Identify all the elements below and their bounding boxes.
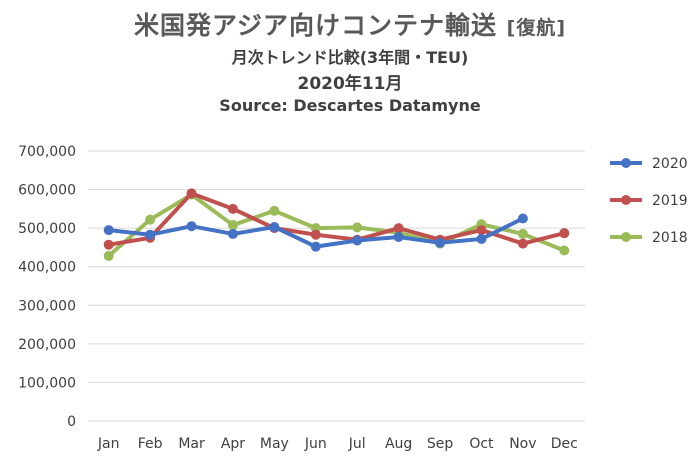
y-tick-label: 100,000 xyxy=(18,375,76,391)
data-point-2020 xyxy=(145,229,156,240)
data-point-2019 xyxy=(227,203,238,214)
data-point-2020 xyxy=(310,241,321,252)
y-axis-tick-labels: 0 100,000 200,000 300,000 400,000 500,000 600,… xyxy=(18,144,76,430)
data-point-2019 xyxy=(186,188,197,199)
chart-title: 米国発アジア向けコンテナ輸送 [復航] xyxy=(0,6,700,42)
data-point-2018 xyxy=(227,220,238,231)
chart-subtitle: 月次トレンド比較(3年間・TEU) xyxy=(231,48,469,67)
data-point-2018 xyxy=(559,245,570,256)
data-point-2020 xyxy=(269,221,280,232)
legend-label-2020: 2020 xyxy=(652,156,688,172)
legend-marker-2018 xyxy=(621,232,631,242)
chart-source: Source: Descartes Datamyne xyxy=(219,96,481,115)
legend-marker-2019 xyxy=(621,195,631,205)
data-point-2018 xyxy=(269,205,280,216)
data-point-2019 xyxy=(393,223,404,234)
legend: 2020 2019 2018 xyxy=(610,156,688,246)
x-tick-label: Nov xyxy=(509,436,536,452)
y-tick-label: 300,000 xyxy=(18,298,76,314)
data-point-2018 xyxy=(103,250,114,261)
data-point-2020 xyxy=(227,228,238,239)
data-point-2020 xyxy=(393,232,404,243)
data-point-2019 xyxy=(517,238,528,249)
y-tick-label: 0 xyxy=(67,414,76,430)
x-tick-label: Jun xyxy=(304,436,327,452)
data-point-2018 xyxy=(145,214,156,225)
data-point-2020 xyxy=(476,233,487,244)
y-tick-label: 200,000 xyxy=(18,337,76,353)
data-point-2019 xyxy=(476,225,487,236)
data-point-2020 xyxy=(103,225,114,236)
x-tick-label: May xyxy=(260,436,289,452)
y-tick-label: 700,000 xyxy=(18,144,76,160)
chart-title-suffix: [復航] xyxy=(506,17,567,39)
legend-label-2019: 2019 xyxy=(652,193,688,209)
legend-marker-2020 xyxy=(621,158,631,168)
chart-date: 2020年11月 xyxy=(297,74,403,94)
series-line-2018 xyxy=(106,192,567,258)
data-point-2019 xyxy=(103,239,114,250)
x-tick-label: Feb xyxy=(138,436,163,452)
x-tick-label: Jan xyxy=(97,436,120,452)
x-tick-label: Dec xyxy=(551,436,578,452)
y-tick-label: 400,000 xyxy=(18,260,76,276)
series-lines xyxy=(103,188,570,261)
x-tick-label: Jul xyxy=(348,436,366,452)
x-tick-label: Apr xyxy=(221,436,245,452)
y-tick-label: 600,000 xyxy=(18,183,76,199)
data-point-2020 xyxy=(352,235,363,246)
chart-title-main: 米国発アジア向けコンテナ輸送 xyxy=(133,11,497,40)
data-point-2018 xyxy=(517,228,528,239)
y-tick-label: 500,000 xyxy=(18,221,76,237)
data-point-2018 xyxy=(352,222,363,233)
x-tick-label: Aug xyxy=(385,436,412,452)
data-point-2019 xyxy=(310,229,321,240)
x-tick-label: Mar xyxy=(178,436,205,452)
x-tick-label: Sep xyxy=(427,436,454,452)
data-point-2020 xyxy=(186,221,197,232)
data-point-2019 xyxy=(559,228,570,239)
gridlines xyxy=(88,150,585,422)
legend-label-2018: 2018 xyxy=(652,230,688,246)
x-axis-tick-labels: Jan Feb Mar Apr May Jun Jul Aug Sep Oct Nov Dec xyxy=(97,436,578,452)
data-point-2020 xyxy=(517,213,528,224)
data-point-2020 xyxy=(435,237,446,248)
series-line-2019 xyxy=(106,191,567,247)
x-tick-label: Oct xyxy=(469,436,494,452)
